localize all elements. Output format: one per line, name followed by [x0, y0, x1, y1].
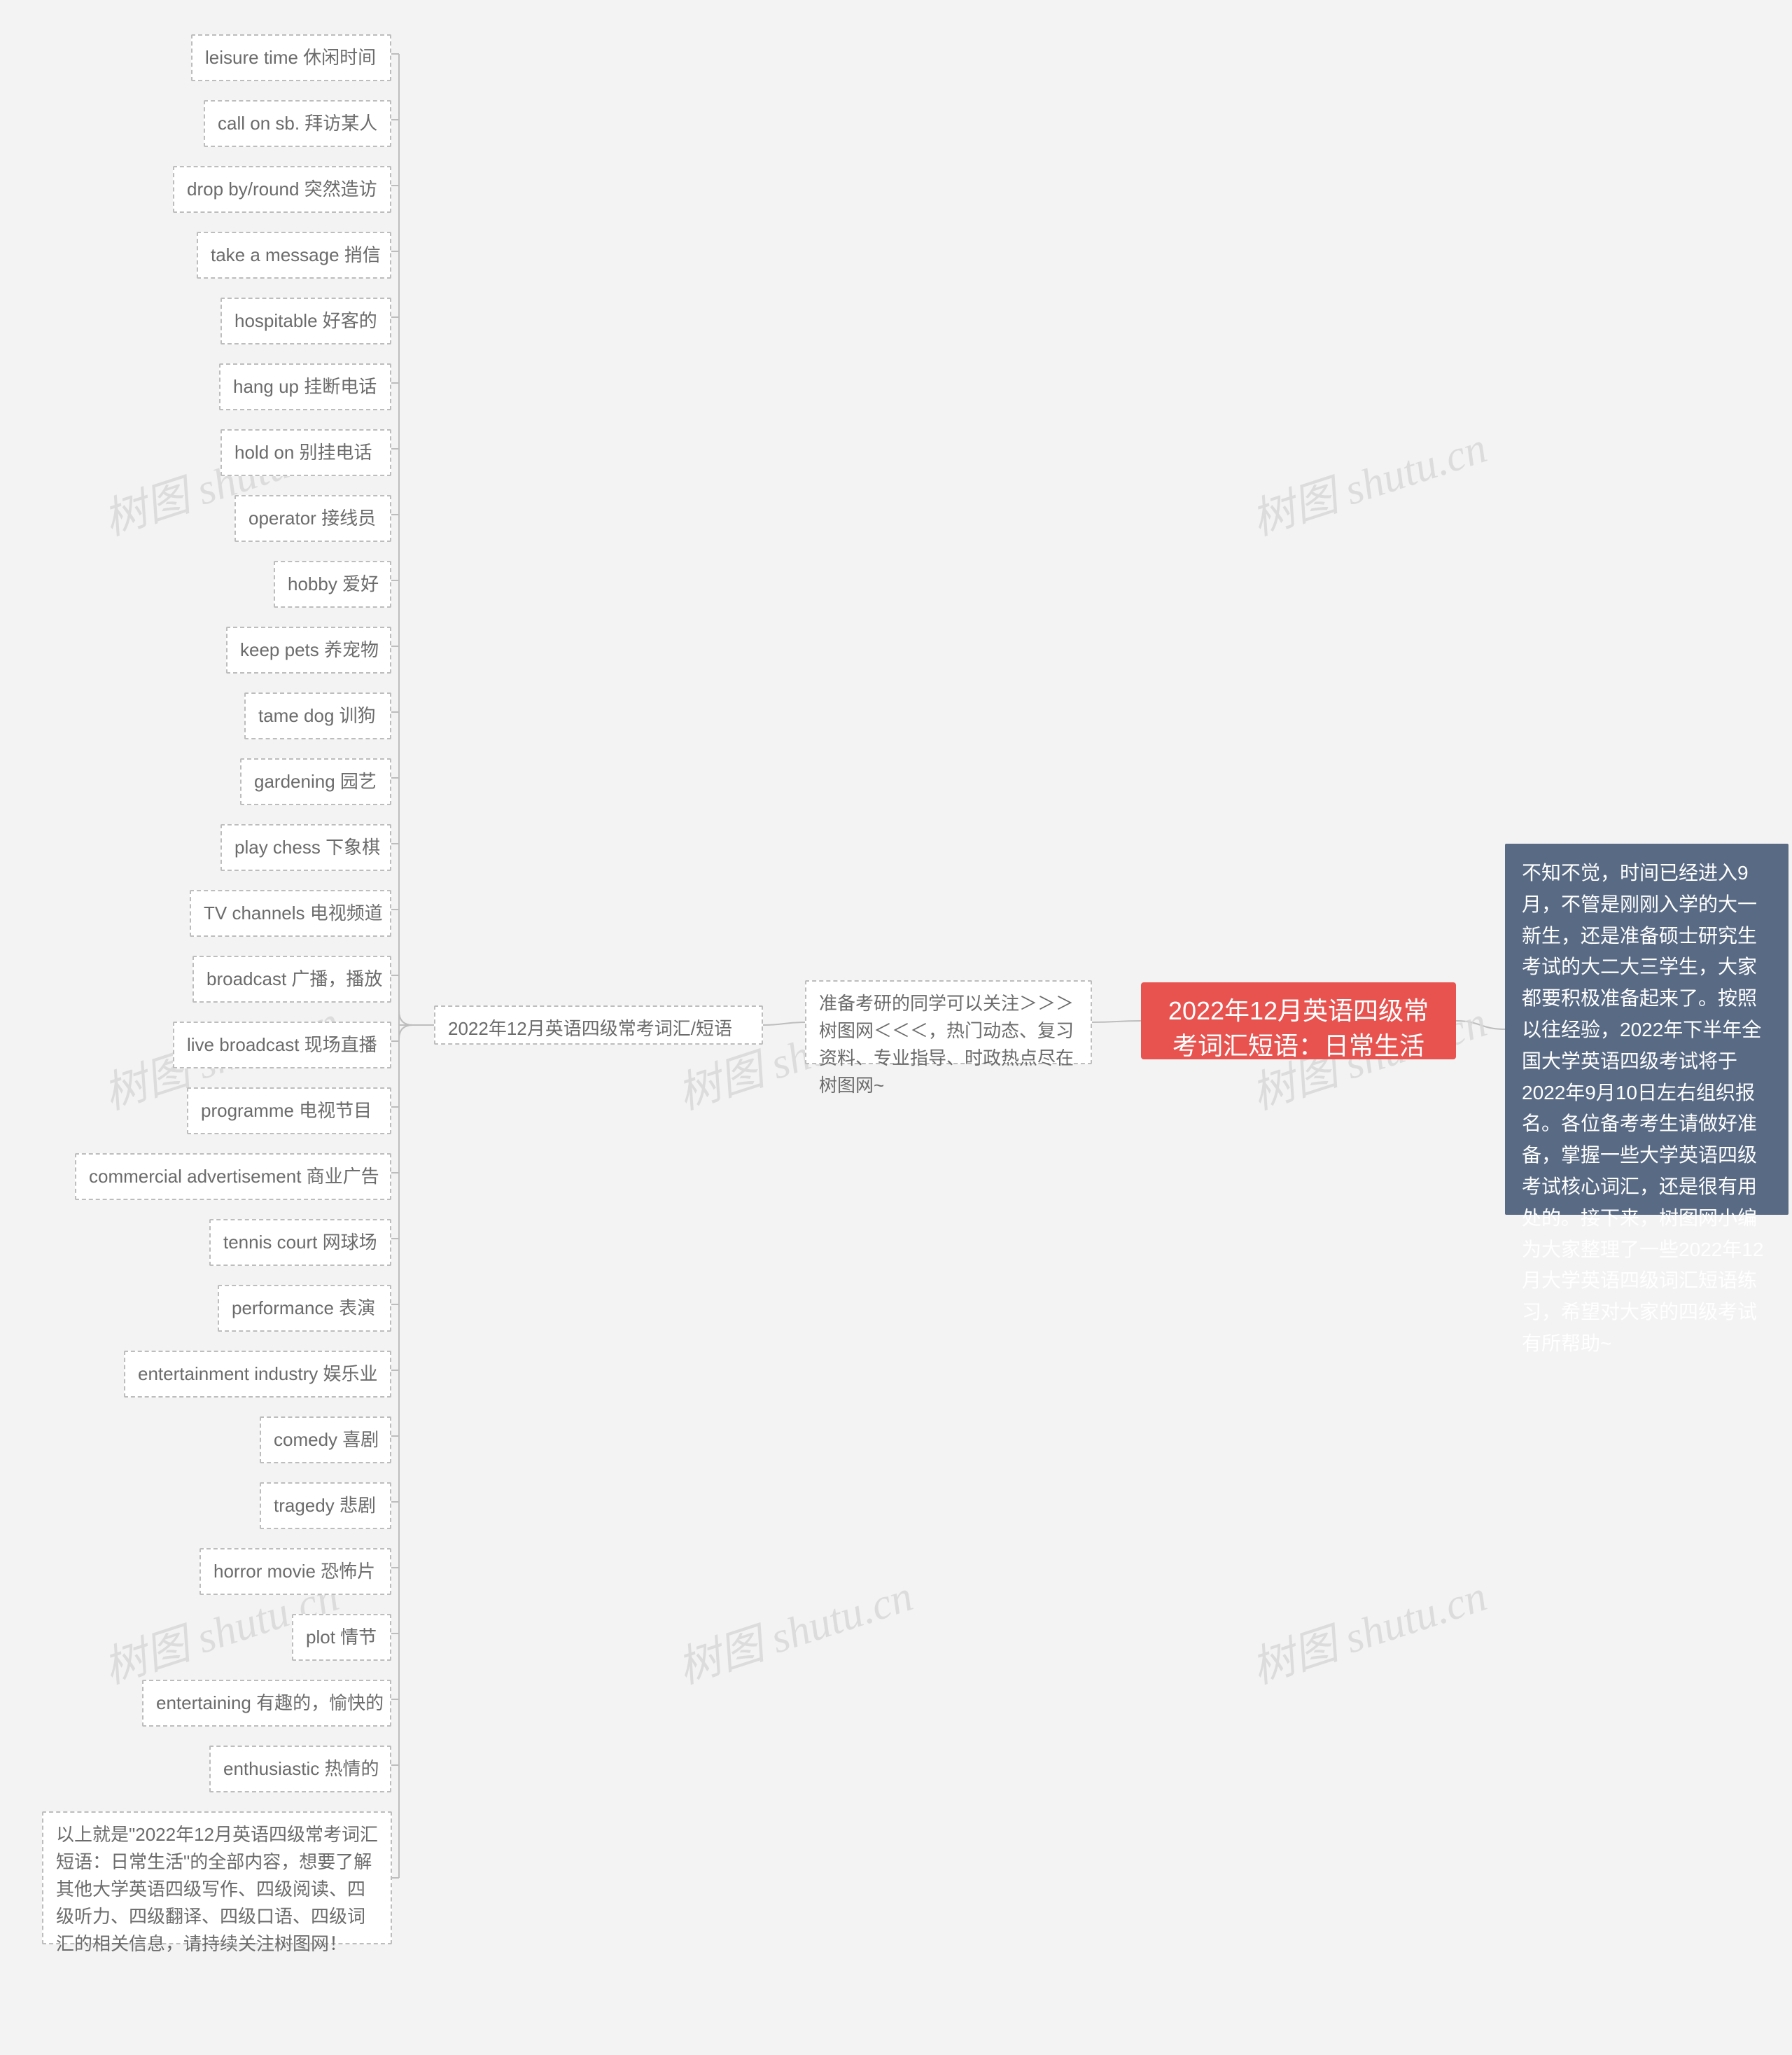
branch-note: 准备考研的同学可以关注＞＞＞树图网＜＜＜，热门动态、复习资料、专业指导、时政热点… [805, 980, 1092, 1064]
leaf-item: hold on 别挂电话 [220, 429, 391, 476]
leaf-item: tennis court 网球场 [209, 1219, 391, 1266]
leaf-item: broadcast 广播，播放 [192, 956, 391, 1003]
leaf-item: tame dog 训狗 [244, 692, 391, 739]
leaf-item: keep pets 养宠物 [226, 627, 391, 674]
leaf-item: horror movie 恐怖片 [200, 1548, 391, 1595]
leaf-item: entertaining 有趣的，愉快的 [142, 1680, 391, 1727]
leaf-item: performance 表演 [218, 1285, 391, 1332]
description-paragraph: 不知不觉，时间已经进入9月，不管是刚刚入学的大一新生，还是准备硕士研究生考试的大… [1505, 844, 1788, 1215]
leaf-item: call on sb. 拜访某人 [204, 100, 391, 147]
leaf-item: TV channels 电视频道 [190, 890, 391, 937]
leaf-item: plot 情节 [292, 1614, 391, 1661]
leaf-item: operator 接线员 [234, 495, 391, 542]
leaf-item: play chess 下象棋 [220, 824, 391, 871]
leaf-item: hang up 挂断电话 [219, 363, 391, 410]
watermark: 树图 shutu.cn [1242, 412, 1494, 547]
leaf-item: entertainment industry 娱乐业 [124, 1351, 391, 1398]
leaf-item: commercial advertisement 商业广告 [75, 1153, 391, 1200]
leaf-item: programme 电视节目 [187, 1087, 391, 1134]
leaf-item: gardening 园艺 [240, 758, 391, 805]
leaf-item: tragedy 悲剧 [260, 1482, 391, 1529]
leaf-item: hobby 爱好 [274, 561, 391, 608]
branch-title: 2022年12月英语四级常考词汇/短语 [434, 1005, 763, 1045]
footer-leaf: 以上就是"2022年12月英语四级常考词汇短语：日常生活"的全部内容，想要了解其… [42, 1811, 392, 1944]
leaf-item: comedy 喜剧 [260, 1416, 391, 1463]
leaf-item: live broadcast 现场直播 [173, 1022, 391, 1068]
root-node: 2022年12月英语四级常考词汇短语：日常生活 [1141, 982, 1456, 1059]
watermark: 树图 shutu.cn [668, 1560, 920, 1695]
leaf-item: drop by/round 突然造访 [173, 166, 391, 213]
leaf-item: enthusiastic 热情的 [209, 1746, 391, 1792]
watermark: 树图 shutu.cn [1242, 1560, 1494, 1695]
leaf-item: take a message 捎信 [197, 232, 391, 279]
leaf-item: hospitable 好客的 [220, 298, 391, 344]
leaf-item: leisure time 休闲时间 [191, 34, 391, 81]
mindmap-canvas: 树图 shutu.cn树图 shutu.cn树图 shutu.cn树图 shut… [0, 0, 1792, 2055]
